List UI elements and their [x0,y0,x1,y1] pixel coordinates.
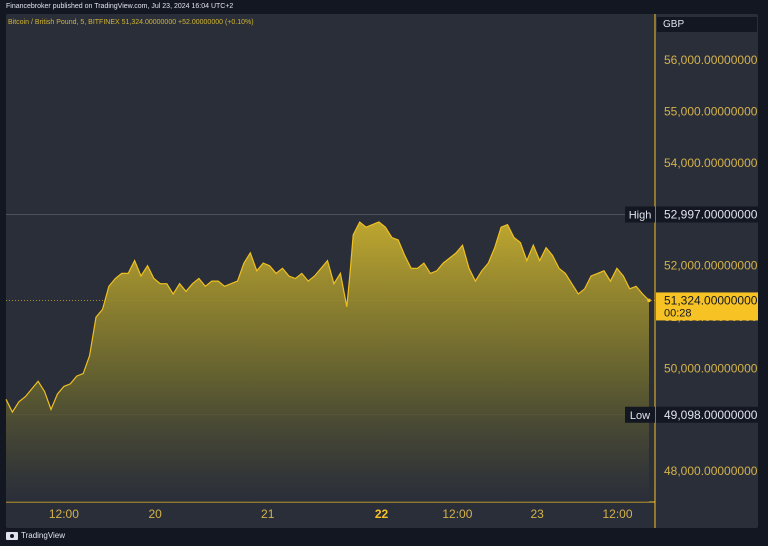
x-tick-label: 22 [375,507,389,521]
last-price-box [656,292,758,321]
high-marker-label-box [625,206,655,223]
tradingview-logo-icon [6,531,18,540]
symbol-info: Bitcoin / British Pound, 5, BITFINEX 51,… [8,19,254,26]
high-marker-value-box [656,206,758,223]
y-tick-label: 48,000.00000000 [664,464,758,478]
x-tick-label: 12:00 [49,507,79,521]
x-tick-label: 20 [148,507,162,521]
tradingview-brand: TradingView [21,531,66,540]
x-tick-label: 12:00 [442,507,472,521]
tradingview-footer[interactable]: TradingView [6,531,65,540]
low-marker-label: Low [630,410,650,422]
y-tick-label: 52,000.00000000 [664,259,758,273]
y-tick-label: 56,000.00000000 [664,53,758,67]
x-tick-label: 12:00 [602,507,632,521]
y-tick-label: 55,000.00000000 [664,105,758,119]
last-price-dot [647,298,651,303]
last-price-value: 51,324.00000000 [664,293,758,307]
price-line [5,221,650,414]
low-marker-value-box [656,406,758,423]
price-area [6,222,649,502]
high-marker-label: High [629,209,652,221]
published-caption: Financebroker published on TradingView.c… [6,3,234,10]
low-marker-value: 49,098.00000000 [664,408,758,422]
last-price-countdown: 00:28 [664,307,692,319]
low-marker-label-box [625,406,655,423]
y-tick-label: 54,000.00000000 [664,156,758,170]
x-tick-label: 23 [530,507,544,521]
currency-label[interactable]: GBP [657,17,757,32]
y-tick-label: 50,000.00000000 [664,361,758,375]
high-marker-value: 52,997.00000000 [664,207,758,221]
x-tick-label: 21 [261,507,275,521]
